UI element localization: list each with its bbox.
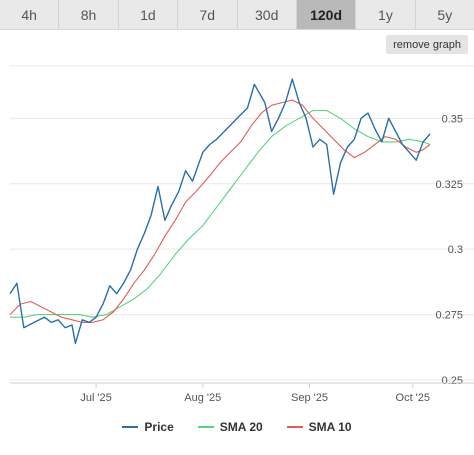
tab-1d[interactable]: 1d — [119, 0, 179, 29]
timeframe-tabs: 4h 8h 1d 7d 30d 120d 1y 5y — [0, 0, 474, 30]
tab-120d[interactable]: 120d — [296, 0, 357, 29]
legend-swatch — [286, 426, 303, 428]
x-tick-label: Oct '25 — [396, 392, 431, 404]
tab-8h[interactable]: 8h — [59, 0, 119, 29]
series-line-price — [9, 78, 431, 345]
x-tick-label: Aug '25 — [184, 392, 221, 404]
legend-item-sma-10[interactable]: SMA 10 — [286, 420, 352, 434]
y-tick-label: 0.3 — [448, 244, 463, 256]
y-tick-label: 0.35 — [442, 113, 463, 125]
legend-label: SMA 10 — [308, 420, 352, 434]
y-tick-label: 0.25 — [442, 375, 463, 387]
y-tick-label: 0.275 — [435, 310, 463, 322]
legend-item-sma-20[interactable]: SMA 20 — [197, 420, 263, 434]
x-tick-label: Jul '25 — [80, 392, 111, 404]
tab-1y[interactable]: 1y — [356, 0, 416, 29]
series-line-sma-10 — [9, 99, 431, 323]
remove-graph-button[interactable]: remove graph — [386, 35, 468, 54]
legend-item-price[interactable]: Price — [122, 420, 174, 434]
chart-legend: Price SMA 20 SMA 10 — [0, 420, 474, 434]
tab-7d[interactable]: 7d — [178, 0, 238, 29]
x-tick-label: Sep '25 — [291, 392, 328, 404]
legend-label: Price — [144, 420, 174, 434]
y-tick-label: 0.325 — [435, 179, 463, 191]
legend-label: SMA 20 — [219, 420, 263, 434]
tab-4h[interactable]: 4h — [0, 0, 60, 29]
legend-swatch — [197, 426, 214, 428]
series-line-sma-20 — [10, 109, 431, 318]
tab-5y[interactable]: 5y — [437, 6, 453, 23]
tab-30d[interactable]: 30d — [238, 0, 297, 29]
price-chart: 0.25 0.275 0.3 0.325 0.35 Jul '25 Aug '25 Sep '… — [9, 65, 474, 404]
legend-swatch — [122, 426, 139, 428]
